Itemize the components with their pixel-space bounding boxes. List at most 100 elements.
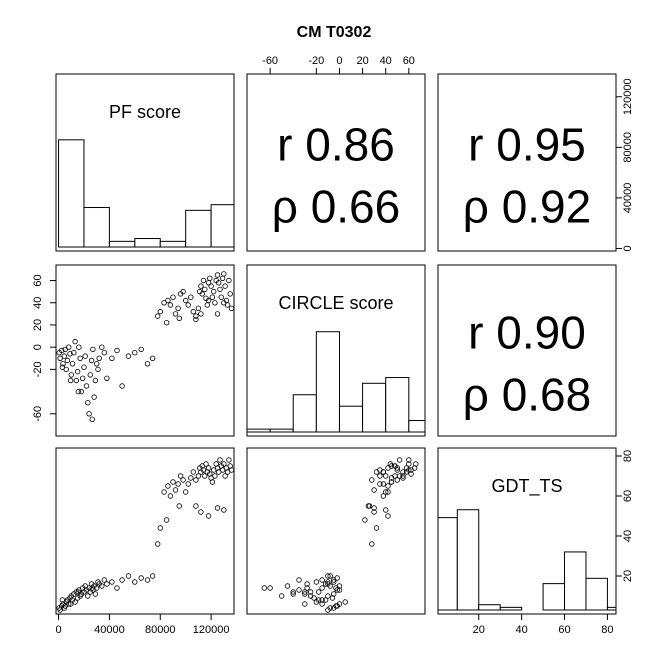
y-tick-label: 80: [622, 450, 634, 462]
scatter-point: [190, 469, 196, 475]
scatter-point: [385, 513, 391, 519]
scatter-point: [394, 467, 400, 473]
y-tick-label: 40000: [622, 183, 634, 214]
histogram-bar: [542, 583, 566, 611]
y-tick-label: -60: [32, 406, 44, 422]
scatter-point: [205, 297, 212, 304]
scatter-point: [198, 509, 204, 515]
scatter-point: [383, 473, 389, 479]
scatter-point: [161, 489, 167, 495]
scatter-point: [89, 416, 95, 422]
scatter-point: [86, 411, 92, 417]
histogram-bar: [246, 428, 271, 433]
histogram-bar: [478, 604, 501, 611]
scatter-point: [221, 461, 227, 467]
scatter-point: [76, 344, 82, 350]
scatter-point: [144, 577, 151, 583]
scatter-point: [403, 465, 410, 471]
variable-label: PF score: [109, 102, 181, 122]
histogram-bar: [134, 238, 161, 248]
scatter-point: [394, 477, 400, 483]
histogram-bar: [585, 577, 608, 611]
scatter-point: [377, 467, 383, 473]
scatter-point: [90, 346, 96, 353]
scatter-point: [67, 377, 74, 384]
correlation-rho: ρ 0.92: [463, 181, 591, 233]
scatter-point: [195, 305, 202, 311]
scatter-point: [226, 277, 232, 284]
histogram-bar: [437, 517, 458, 611]
scatter-point: [227, 291, 233, 297]
scatter-point: [72, 338, 78, 345]
y-tick-label: 120000: [622, 78, 634, 115]
scatter-point: [290, 591, 296, 597]
scatter-point: [408, 471, 414, 477]
scatter-point: [149, 355, 156, 361]
scatter-point: [193, 503, 199, 509]
scatter-point: [64, 357, 71, 364]
scatter-point: [373, 525, 380, 531]
scatter-point: [71, 350, 77, 356]
scatter-point: [406, 461, 412, 467]
scatter-point: [176, 315, 182, 321]
scatter-point: [85, 593, 91, 599]
x-tick-label: 20: [356, 55, 368, 67]
scatter-point: [334, 575, 340, 581]
scatter-point: [82, 353, 88, 359]
scatter-point: [385, 465, 391, 471]
scatter-point: [75, 388, 81, 395]
y-tick-label: 0: [32, 344, 44, 350]
scatter-point: [114, 585, 120, 591]
scatter-point: [72, 599, 78, 605]
scatter-point: [65, 601, 72, 607]
scatter-point: [207, 275, 213, 281]
scatter-point: [290, 589, 296, 595]
correlation-r: r 0.95: [468, 119, 586, 171]
scatter-point: [302, 589, 308, 595]
scatter-point: [217, 457, 223, 463]
histogram-bar: [606, 606, 617, 611]
scatter-point: [325, 581, 331, 587]
scatter-point: [210, 288, 217, 295]
scatter-point: [163, 517, 170, 523]
scatter-point: [406, 457, 412, 463]
scatter-point: [383, 489, 389, 495]
scatter-point: [149, 573, 156, 579]
scatter-point: [92, 377, 99, 384]
scatter-point: [165, 483, 171, 489]
scatter-point: [75, 589, 81, 595]
scatter-point: [200, 277, 207, 284]
scatter-point: [69, 361, 76, 367]
scatter-point: [214, 272, 221, 278]
scatter-point: [336, 601, 343, 607]
scatter-point: [333, 585, 339, 591]
scatter-point: [327, 605, 333, 611]
scatter-point: [322, 597, 329, 603]
scatter-point: [73, 377, 79, 384]
scatter-point: [79, 375, 86, 381]
histogram-bar: [362, 382, 387, 433]
scatter-point: [125, 353, 132, 359]
scatter-point: [205, 465, 212, 471]
y-tick-label: 20: [622, 570, 634, 582]
scatter-point: [95, 366, 101, 373]
scatter-point: [209, 294, 216, 300]
scatter-point: [57, 355, 63, 361]
scatter-point: [221, 271, 227, 277]
scatter-point: [180, 477, 186, 483]
scatter-point: [177, 473, 184, 479]
scatter-point: [377, 481, 383, 487]
histogram-bar: [185, 209, 212, 248]
scatter-point: [366, 503, 373, 509]
scatter-point: [104, 581, 110, 587]
scatter-point: [261, 585, 267, 591]
scatter-point: [400, 473, 406, 479]
scatter-point: [81, 364, 87, 370]
scatter-point: [383, 507, 389, 513]
scatter-point: [316, 589, 322, 595]
plot-area: PF score CIRCLE score GDT_TS r 0.86 ρ 0.66 r …: [32, 55, 634, 636]
scatter-point: [205, 513, 212, 519]
scatter-point: [304, 581, 310, 587]
scatter-point: [172, 487, 179, 493]
scatter-point: [222, 283, 228, 289]
